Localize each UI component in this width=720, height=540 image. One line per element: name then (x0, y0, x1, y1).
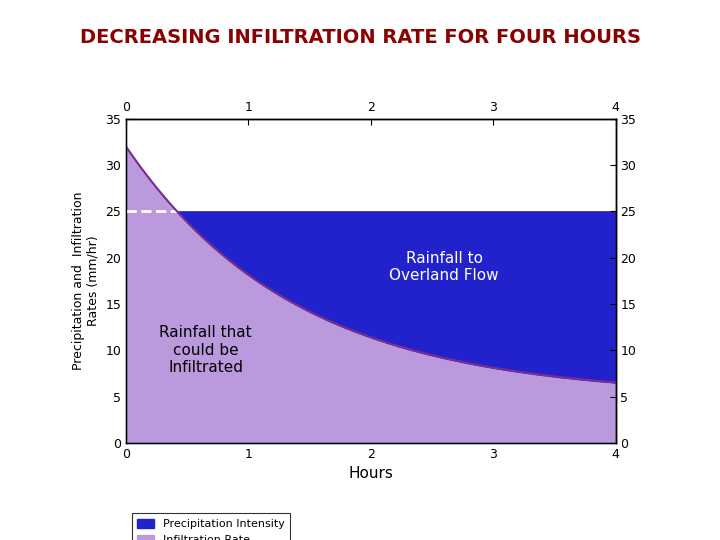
Text: Rainfall that
could be
Infiltrated: Rainfall that could be Infiltrated (159, 325, 252, 375)
Legend: Precipitation Intensity, Infiltration Rate: Precipitation Intensity, Infiltration Ra… (132, 513, 290, 540)
X-axis label: Hours: Hours (348, 466, 393, 481)
Text: DECREASING INFILTRATION RATE FOR FOUR HOURS: DECREASING INFILTRATION RATE FOR FOUR HO… (79, 28, 641, 48)
Text: Rainfall to
Overland Flow: Rainfall to Overland Flow (390, 251, 499, 283)
Y-axis label: Precipitation and  Infiltration
Rates (mm/hr): Precipitation and Infiltration Rates (mm… (72, 192, 99, 370)
